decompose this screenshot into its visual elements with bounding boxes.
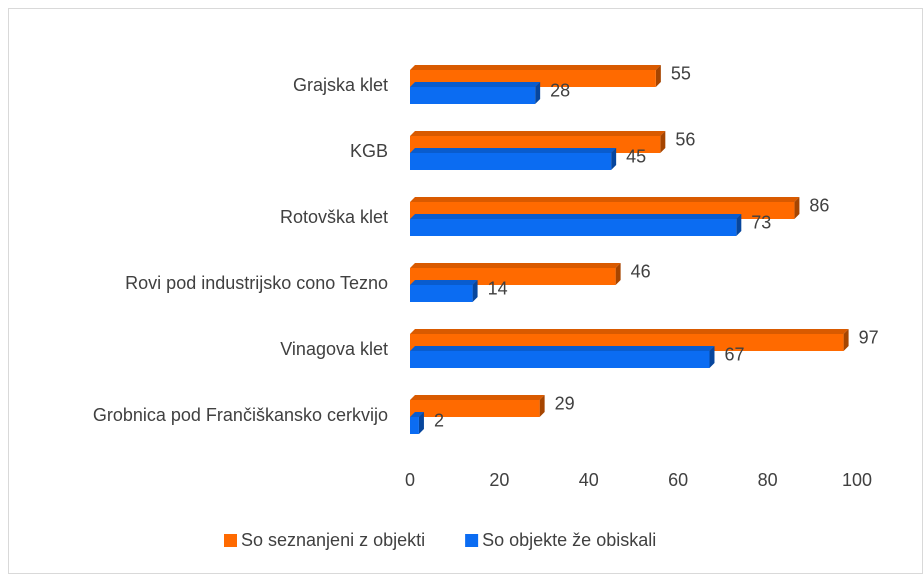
bar	[410, 153, 612, 170]
x-tick-label: 100	[842, 470, 872, 490]
bar-top	[410, 148, 617, 153]
bar-top	[410, 280, 478, 285]
bar	[410, 351, 710, 368]
x-tick-label: 60	[668, 470, 688, 490]
bar-side	[655, 65, 661, 87]
bar-top	[410, 346, 715, 351]
legend-label: So seznanjeni z objekti	[241, 530, 425, 550]
value-label: 67	[724, 344, 744, 364]
bar-top	[410, 263, 621, 268]
value-label: 14	[488, 278, 508, 298]
bar-top	[410, 65, 661, 70]
bar-top	[410, 131, 666, 136]
value-label: 2	[434, 410, 444, 430]
value-label: 46	[631, 261, 651, 281]
bar-side	[535, 82, 541, 104]
x-tick-label: 80	[758, 470, 778, 490]
bar	[410, 285, 473, 302]
y-tick-label: Grajska klet	[293, 75, 388, 95]
bar-side	[615, 263, 621, 285]
bar-top	[410, 329, 849, 334]
bar	[410, 219, 737, 236]
bar-side	[736, 214, 742, 236]
y-tick-label: Grobnica pod Frančiškansko cerkvijo	[93, 405, 388, 425]
bar-top	[410, 214, 742, 219]
bar	[410, 87, 536, 104]
bar	[410, 417, 419, 434]
legend-label: So objekte že obiskali	[482, 530, 656, 550]
bar-side	[611, 148, 617, 170]
x-tick-label: 40	[579, 470, 599, 490]
x-tick-label: 20	[489, 470, 509, 490]
bar-side	[794, 197, 800, 219]
value-label: 29	[555, 393, 575, 413]
value-label: 45	[626, 146, 646, 166]
x-tick-label: 0	[405, 470, 415, 490]
value-label: 56	[675, 129, 695, 149]
y-tick-label: KGB	[350, 141, 388, 161]
y-tick-label: Rotovška klet	[280, 207, 388, 227]
value-label: 55	[671, 63, 691, 83]
y-tick-label: Rovi pod industrijsko cono Tezno	[125, 273, 388, 293]
bar-side	[709, 346, 715, 368]
bar-side	[472, 280, 478, 302]
value-label: 28	[550, 80, 570, 100]
value-label: 97	[859, 327, 879, 347]
bar-side	[539, 395, 545, 417]
legend-swatch	[224, 534, 237, 547]
bar-side	[660, 131, 666, 153]
bar-side	[843, 329, 849, 351]
legend-swatch	[465, 534, 479, 547]
bar-top	[410, 82, 541, 87]
bar	[410, 400, 540, 417]
bar-top	[410, 197, 800, 202]
value-label: 86	[809, 195, 829, 215]
bar-top	[410, 412, 424, 417]
y-tick-label: Vinagova klet	[280, 339, 388, 359]
value-label: 73	[751, 212, 771, 232]
bar-side	[418, 412, 424, 434]
bar-top	[410, 395, 545, 400]
